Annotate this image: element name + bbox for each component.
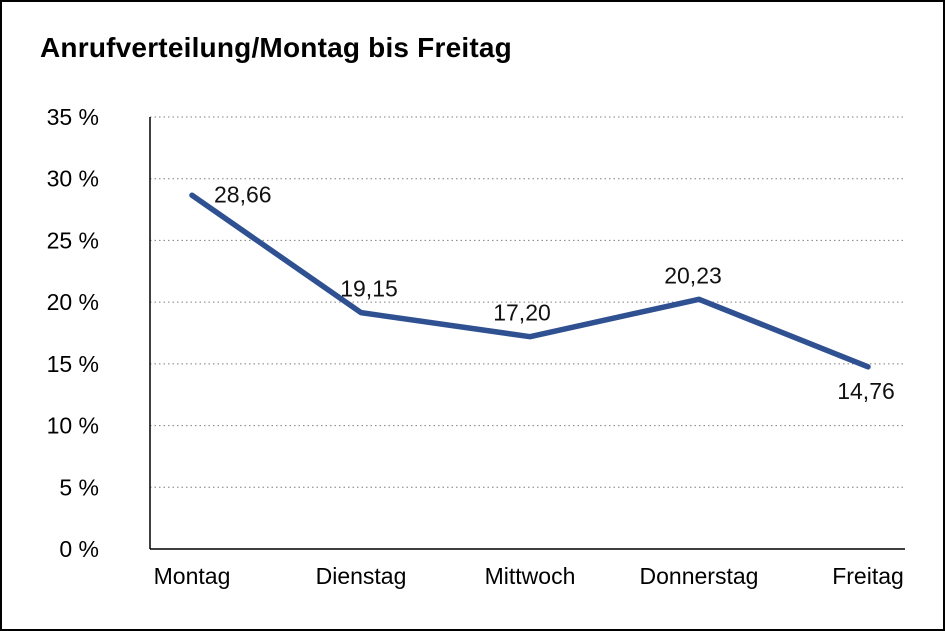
- data-label: 17,20: [493, 300, 551, 326]
- x-tick-label: Montag: [154, 563, 231, 589]
- x-tick-label: Mittwoch: [485, 563, 576, 589]
- x-tick-label: Dienstag: [316, 563, 407, 589]
- data-line: [189, 192, 871, 370]
- x-tick-label: Donnerstag: [640, 563, 759, 589]
- y-tick-label: 25 %: [47, 227, 99, 253]
- y-tick-label: 0 %: [59, 536, 99, 562]
- y-tick-label: 30 %: [47, 166, 99, 192]
- y-tick-label: 15 %: [47, 351, 99, 377]
- y-tick-label: 20 %: [47, 289, 99, 315]
- data-label: 20,23: [664, 262, 722, 288]
- data-label: 28,66: [214, 181, 272, 207]
- y-tick-label: 5 %: [59, 474, 99, 500]
- y-tick-label: 35 %: [47, 104, 99, 130]
- x-tick-label: Freitag: [832, 563, 904, 589]
- data-label: 14,76: [837, 378, 895, 404]
- data-label: 19,15: [340, 276, 398, 302]
- chart-title: Anrufverteilung/Montag bis Freitag: [40, 32, 512, 63]
- y-tick-label: 10 %: [47, 413, 99, 439]
